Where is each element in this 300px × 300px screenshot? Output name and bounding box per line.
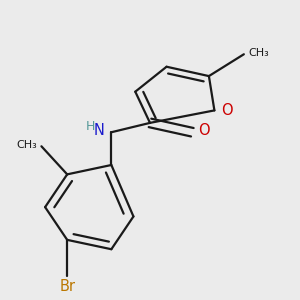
Text: Br: Br [59, 280, 75, 295]
Text: H: H [85, 120, 95, 133]
Text: O: O [221, 103, 233, 118]
Text: CH₃: CH₃ [248, 48, 269, 58]
Text: O: O [198, 123, 210, 138]
Text: N: N [94, 123, 105, 138]
Text: CH₃: CH₃ [16, 140, 37, 150]
